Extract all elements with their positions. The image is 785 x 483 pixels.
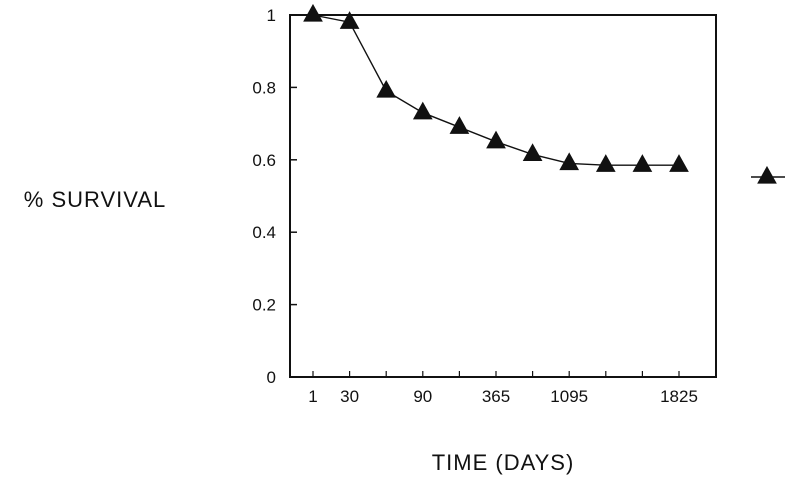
data-point-marker [595, 154, 616, 172]
y-tick-label: 1 [267, 6, 276, 25]
data-point-marker [559, 152, 580, 171]
data-point-marker [632, 154, 653, 172]
data-point-marker [412, 101, 433, 120]
series-survival [303, 3, 689, 172]
y-axis-ticks: 0 0.2 0.4 0.6 0.8 1 [252, 6, 297, 387]
x-tick-label: 90 [413, 387, 432, 406]
x-axis-title: TIME (DAYS) [432, 450, 575, 475]
y-tick-label: 0.4 [252, 223, 276, 242]
x-tick-label: 30 [340, 387, 359, 406]
data-point-marker [486, 130, 506, 149]
data-point-marker [303, 3, 323, 22]
y-tick-label: 0.8 [252, 78, 276, 97]
data-point-marker [669, 154, 689, 172]
y-axis-title: % SURVIVAL [24, 187, 166, 212]
data-point-marker [449, 116, 470, 134]
data-point-marker [522, 143, 543, 162]
plot-frame [289, 14, 717, 378]
x-axis-ticks: 1 30 90 365 1095 1825 [308, 371, 698, 406]
data-point-marker [339, 11, 360, 29]
data-point-marker [376, 79, 397, 98]
y-tick-label: 0.2 [252, 296, 276, 315]
x-tick-label: 1 [308, 387, 317, 406]
legend [751, 165, 785, 184]
y-tick-label: 0 [267, 368, 276, 387]
x-tick-label: 1825 [660, 387, 698, 406]
x-tick-label: 365 [482, 387, 510, 406]
x-tick-label: 1095 [550, 387, 588, 406]
legend-marker [757, 165, 777, 184]
y-tick-label: 0.6 [252, 151, 276, 170]
